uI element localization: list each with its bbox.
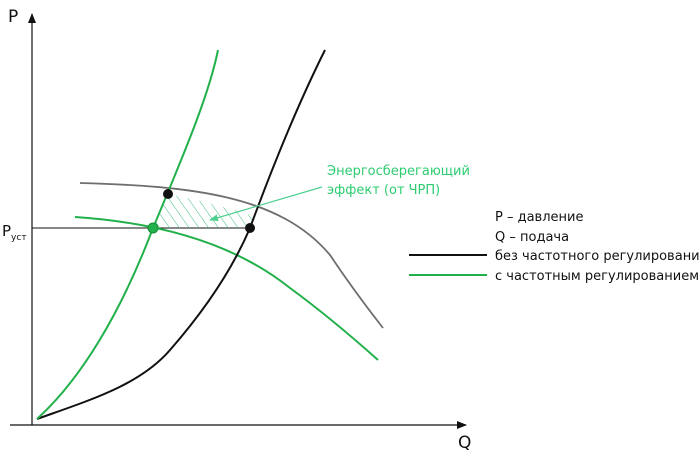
legend-pressure: P – давление: [495, 210, 583, 225]
pump-curve-gray: [79, 182, 384, 329]
annotation-pointer: [209, 186, 323, 222]
intersection-point-right: [245, 223, 255, 233]
x-axis-label: Q: [458, 433, 471, 453]
p-set-sub: уст: [11, 233, 27, 243]
y-axis-label: P: [8, 7, 18, 27]
annotation-line-2: эффект (от ЧРП): [327, 183, 440, 198]
legend-flow: Q – подача: [495, 230, 569, 245]
p-set-main: P: [2, 222, 11, 240]
legend-green-label: с частотным регулированием: [495, 269, 699, 284]
intersection-point-upper: [163, 189, 173, 199]
legend-black-label: без частотного регулирования: [495, 249, 700, 264]
intersection-point-green: [147, 222, 159, 234]
annotation-line-1: Энергосберегающий: [327, 164, 470, 179]
system-curve-green: [36, 49, 219, 420]
p-set-label: Pуст: [2, 222, 27, 243]
system-curve-black: [36, 49, 326, 420]
energy-saving-area: [153, 194, 254, 228]
pump-curve-green: [74, 216, 379, 361]
